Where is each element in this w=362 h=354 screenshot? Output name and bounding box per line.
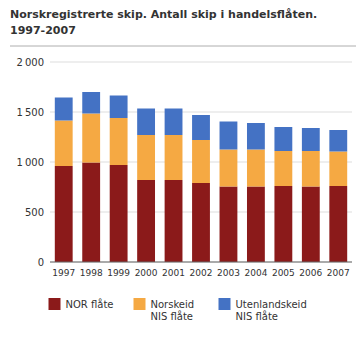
separator [10, 46, 356, 47]
bar-segment [55, 121, 73, 167]
x-tick-label: 2000 [135, 268, 158, 278]
bar-segment [165, 180, 183, 262]
legend-label: UtenlandskeidNIS flåte [236, 299, 307, 322]
x-tick-label: 2003 [217, 268, 240, 278]
grid [50, 62, 352, 262]
bar-segment [220, 150, 238, 187]
bar-segment [110, 165, 128, 262]
bar-segment [137, 109, 155, 136]
bar-segment [137, 135, 155, 180]
bar-segment [110, 96, 128, 119]
bar-segment [192, 115, 210, 140]
bar-segment [192, 140, 210, 183]
x-tick-label: 2001 [162, 268, 185, 278]
x-tick-label: 1999 [107, 268, 130, 278]
bar-segment [302, 151, 320, 187]
bar-segment [274, 151, 292, 186]
legend-swatch [49, 298, 61, 310]
x-tick-label: 2006 [299, 268, 322, 278]
chart: Norskregistrerte skip. Antall skip i han… [0, 0, 362, 354]
x-tick-label: 2007 [327, 268, 350, 278]
x-tick-label: 2004 [244, 268, 267, 278]
x-tick-label: 1998 [80, 268, 103, 278]
legend-label: NorskeidNIS flåte [151, 299, 195, 322]
bar-segment [274, 186, 292, 262]
bar-segment [329, 152, 347, 187]
bar-segment [247, 150, 265, 187]
bar-segment [220, 122, 238, 150]
bar-segment [247, 123, 265, 150]
bar-segment [274, 127, 292, 151]
bar-segment [55, 166, 73, 262]
y-tick-label: 1 500 [17, 107, 44, 118]
bar-segment [55, 98, 73, 121]
bar-segment [82, 114, 100, 163]
grid-line [50, 262, 352, 263]
chart-container: Norskregistrerte skip. Antall skip i han… [0, 0, 362, 354]
bars [55, 92, 347, 262]
title: Norskregistrerte skip. Antall skip i han… [10, 8, 317, 21]
bar-segment [247, 187, 265, 263]
bar-segment [165, 109, 183, 136]
grid-line [50, 62, 352, 63]
y-tick-label: 2 000 [17, 57, 44, 68]
bar-segment [110, 118, 128, 165]
x-tick-label: 2005 [272, 268, 295, 278]
bar-segment [137, 180, 155, 262]
subtitle: 1997-2007 [10, 24, 76, 37]
x-tick-label: 2002 [190, 268, 213, 278]
x-axis-line [50, 262, 352, 263]
bar-segment [82, 92, 100, 114]
y-tick-label: 1 000 [17, 157, 44, 168]
legend-swatch [134, 298, 146, 310]
x-tick-label: 1997 [52, 268, 75, 278]
bar-segment [329, 130, 347, 152]
bar-segment [329, 186, 347, 262]
bar-segment [302, 128, 320, 151]
bar-segment [165, 135, 183, 180]
bar-segment [302, 187, 320, 263]
legend-swatch [219, 298, 231, 310]
y-tick-label: 0 [38, 257, 44, 268]
legend-label: NOR flåte [66, 298, 114, 310]
bar-segment [192, 183, 210, 262]
legend: NOR flåte NorskeidNIS flåte UtenlandskeidN… [49, 298, 307, 322]
bar-segment [220, 187, 238, 263]
y-tick-label: 500 [25, 207, 44, 218]
bar-segment [82, 163, 100, 263]
